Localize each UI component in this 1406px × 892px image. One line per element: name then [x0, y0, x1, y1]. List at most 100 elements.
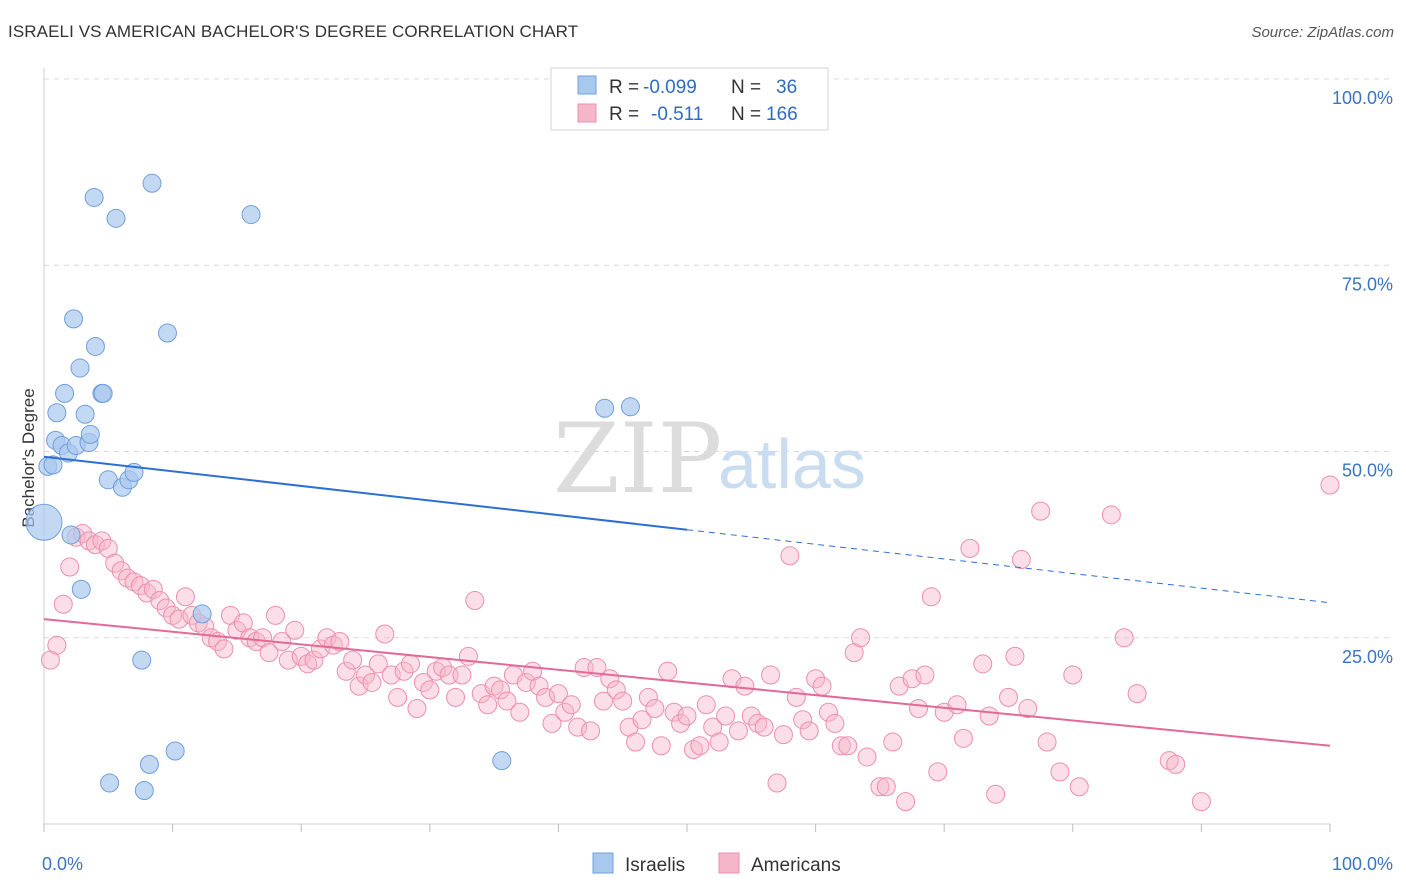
americans-point-151: [1050, 762, 1070, 782]
bottom-legend-swatch-americans: [718, 852, 740, 874]
americans-points: [40, 475, 1340, 812]
israelis-point-34: [492, 751, 512, 771]
israelis-trend-extrapolation: [686, 529, 1331, 604]
americans-point-79: [548, 684, 568, 704]
watermark-atlas: atlas: [718, 425, 866, 503]
americans-point-102: [696, 695, 716, 715]
americans-point-114: [773, 725, 793, 745]
israelis-point-8: [61, 525, 81, 545]
israelis-point-21: [100, 773, 120, 793]
americans-point-105: [716, 706, 736, 726]
americans-point-68: [478, 695, 498, 715]
americans-point-107: [728, 721, 748, 741]
americans-point-38: [285, 620, 305, 640]
chart-title: ISRAELI VS AMERICAN BACHELOR'S DEGREE CO…: [8, 22, 579, 41]
americans-point-148: [1018, 699, 1038, 719]
americans-point-136: [921, 587, 941, 607]
israelis-point-33: [241, 205, 261, 225]
americans-point-98: [671, 713, 691, 733]
americans-point-50: [362, 672, 382, 692]
americans-point-69: [484, 676, 504, 696]
israelis-point-32: [192, 604, 212, 624]
americans-point-88: [606, 680, 626, 700]
americans-point-17: [150, 591, 170, 610]
americans-point-18: [156, 598, 176, 618]
americans-point-91: [626, 732, 646, 752]
americans-point-57: [407, 699, 427, 719]
legend-swatch-americans: [577, 103, 597, 123]
americans-point-113: [767, 773, 787, 793]
americans-point-2: [53, 594, 73, 614]
americans-point-1: [47, 635, 67, 655]
americans-point-158: [1166, 754, 1186, 774]
americans-point-160: [1320, 475, 1340, 495]
americans-point-89: [613, 691, 633, 711]
y-tick-label-50: 50.0%: [1342, 461, 1393, 481]
americans-point-60: [426, 661, 446, 681]
americans-point-37: [278, 650, 298, 670]
americans-point-8: [92, 531, 112, 551]
americans-point-109: [741, 706, 761, 726]
israelis-points: [25, 173, 640, 800]
americans-point-139: [947, 695, 967, 715]
israelis-point-26: [132, 650, 152, 670]
americans-point-85: [587, 658, 607, 678]
americans-point-157: [1159, 751, 1179, 771]
americans-point-101: [690, 736, 710, 756]
americans-point-63: [446, 687, 466, 707]
americans-point-3: [60, 557, 80, 577]
americans-point-51: [368, 654, 388, 674]
israelis-point-0: [25, 503, 63, 541]
legend-r-value-israelis: -0.099: [643, 77, 697, 98]
americans-point-66: [465, 591, 485, 610]
americans-point-96: [658, 661, 678, 681]
americans-point-10: [105, 553, 125, 573]
americans-point-48: [349, 676, 369, 696]
americans-point-154: [1101, 505, 1121, 525]
americans-point-56: [401, 654, 421, 674]
americans-point-20: [169, 609, 189, 629]
israelis-point-19: [93, 383, 113, 403]
americans-point-86: [593, 691, 613, 711]
israelis-point-17: [84, 187, 104, 207]
americans-point-110: [748, 713, 768, 733]
americans-point-46: [336, 661, 356, 681]
americans-point-80: [555, 702, 575, 722]
americans-point-21: [175, 587, 195, 607]
americans-point-149: [1031, 501, 1051, 521]
americans-point-13: [124, 572, 144, 592]
americans-point-124: [838, 736, 858, 756]
legend-r-label-israelis: R =: [609, 77, 639, 98]
americans-point-40: [298, 654, 318, 674]
x-tick-label-min: 0.0%: [42, 854, 83, 874]
americans-point-35: [265, 605, 285, 625]
americans-point-134: [908, 699, 928, 719]
americans-trend-line: [43, 618, 1331, 747]
americans-point-97: [664, 702, 684, 722]
americans-point-142: [973, 654, 993, 674]
americans-point-128: [870, 777, 890, 797]
israelis-point-28: [139, 754, 159, 774]
americans-point-153: [1069, 777, 1089, 797]
israelis-point-16: [85, 336, 105, 356]
americans-point-111: [754, 717, 774, 737]
americans-point-73: [510, 702, 530, 722]
americans-point-34: [259, 643, 279, 663]
americans-point-45: [330, 631, 350, 651]
americans-point-52: [375, 624, 395, 644]
americans-point-141: [960, 538, 980, 558]
americans-point-92: [632, 710, 652, 730]
americans-point-119: [806, 669, 826, 689]
americans-point-42: [310, 639, 330, 659]
americans-point-156: [1127, 684, 1147, 704]
bottom-legend-swatch-israelis: [592, 852, 614, 874]
americans-point-39: [291, 646, 311, 666]
americans-point-44: [323, 635, 343, 655]
americans-point-121: [818, 702, 838, 722]
israelis-point-9: [64, 309, 84, 329]
americans-point-14: [130, 576, 150, 596]
x-ticks: [43, 824, 1331, 832]
legend-n-label-israelis: N =: [731, 77, 761, 98]
americans-point-16: [143, 579, 163, 599]
